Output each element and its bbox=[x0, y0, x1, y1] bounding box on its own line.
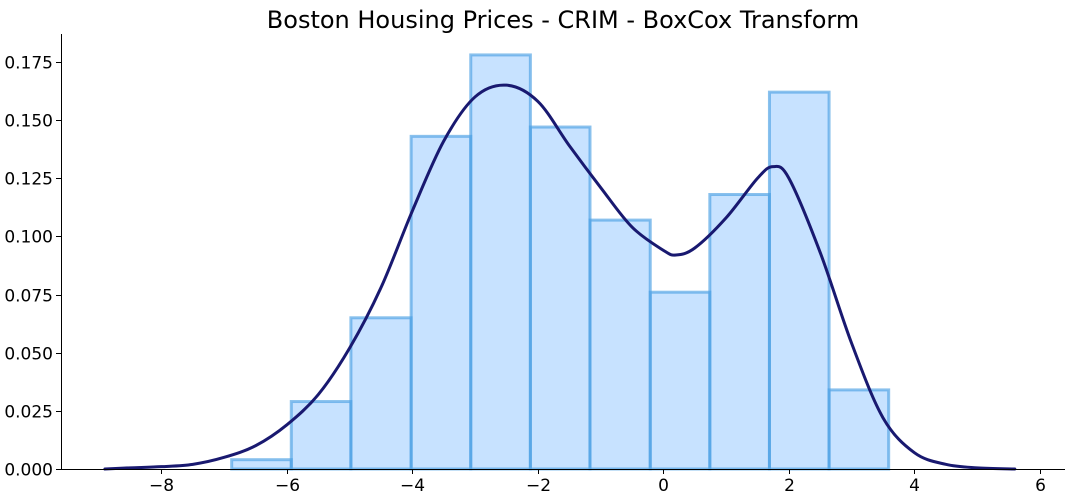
y-tick-label: 0.075 bbox=[4, 287, 53, 307]
x-tick-label: 0 bbox=[658, 476, 669, 496]
histogram-bar-fill bbox=[769, 92, 830, 469]
chart-title: Boston Housing Prices - CRIM - BoxCox Tr… bbox=[267, 6, 859, 34]
x-tick-label: −8 bbox=[149, 476, 174, 496]
histogram-bar-fill bbox=[350, 317, 412, 469]
histogram-bar-fill bbox=[231, 459, 292, 469]
y-tick-label: 0.125 bbox=[4, 170, 53, 190]
x-axis: −8 −6 −4 −2 0 2 4 6 bbox=[61, 469, 1065, 496]
histogram-bar-fill bbox=[709, 194, 770, 469]
histogram-bar-fill bbox=[829, 389, 889, 469]
x-tick-label: −6 bbox=[275, 476, 300, 496]
x-tick-label: 2 bbox=[784, 476, 795, 496]
y-tick-label: 0.000 bbox=[4, 461, 53, 481]
histogram-bars bbox=[230, 53, 891, 471]
x-tick-label: 4 bbox=[909, 476, 920, 496]
y-tick-label: 0.025 bbox=[4, 403, 53, 423]
y-tick-label: 0.150 bbox=[4, 112, 53, 132]
histogram-bar-fill bbox=[530, 127, 590, 469]
x-tick-label: 6 bbox=[1035, 476, 1046, 496]
y-tick-label: 0.175 bbox=[4, 54, 53, 74]
y-axis: 0.000 0.025 0.050 0.075 0.100 0.125 0.150 0.175 bbox=[4, 34, 62, 481]
y-tick-label: 0.100 bbox=[4, 228, 53, 248]
histogram-bar-fill bbox=[589, 220, 651, 469]
histogram-bar-fill bbox=[470, 54, 531, 470]
histogram-bar-fill bbox=[650, 292, 710, 469]
kde-curve-group bbox=[103, 83, 1017, 471]
histogram-bar-fill bbox=[411, 136, 471, 469]
x-tick-label: −2 bbox=[526, 476, 551, 496]
kde-curve bbox=[103, 83, 1017, 471]
x-tick-label: −4 bbox=[400, 476, 425, 496]
y-tick-label: 0.050 bbox=[4, 345, 53, 365]
